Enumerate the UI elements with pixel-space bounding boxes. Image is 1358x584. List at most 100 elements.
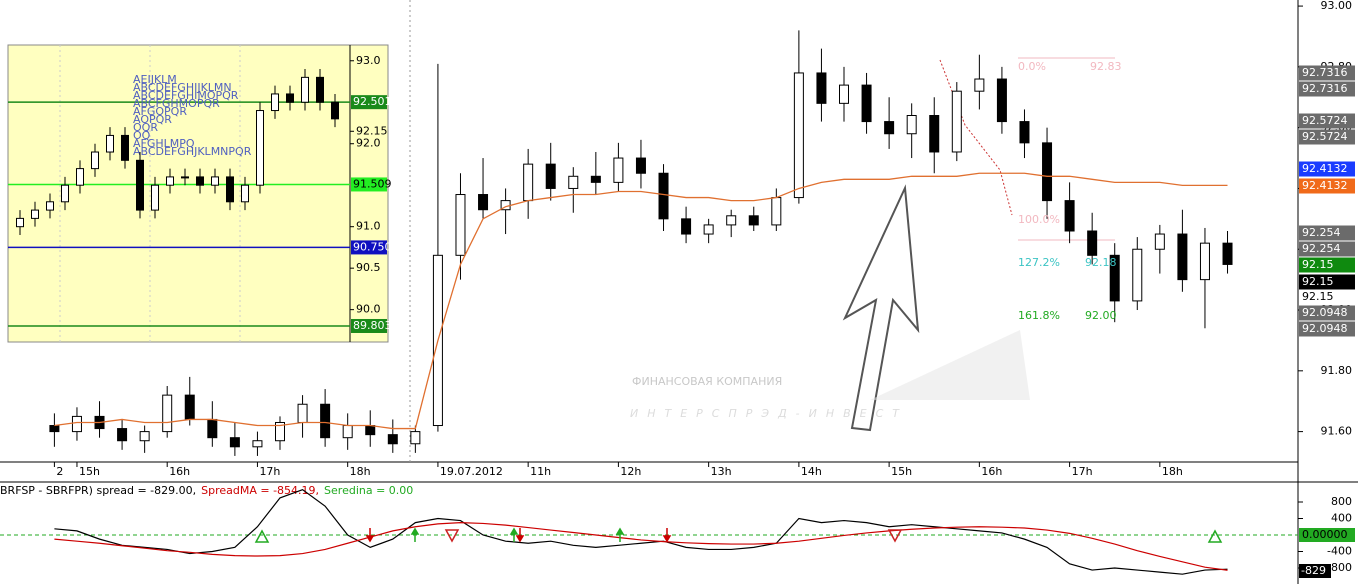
candle-body (31, 209, 39, 219)
price-badge-label: 92.4132 (1302, 179, 1348, 192)
price-badge-label: 92.254 (1302, 242, 1341, 255)
pointer-arrow (842, 184, 920, 432)
level-label: 0.00000 (1302, 528, 1348, 541)
candle-body (387, 434, 398, 445)
candle-body (301, 76, 309, 103)
candle-body (91, 151, 99, 170)
x-tick-label: 14h (801, 465, 822, 478)
candle-body (241, 184, 249, 203)
inset-y-tick-label: 90.5 (356, 261, 381, 274)
candle-body (1199, 242, 1210, 281)
inset-y-tick-label: 90.0 (356, 303, 381, 316)
indicator-legend: BRFSP - SBRFPR) spread = -829.00, (0, 484, 196, 497)
price-badge-label: 92.15 (1302, 258, 1334, 271)
inset-y-tick-label: 93.0 (356, 54, 381, 67)
candle-body (151, 184, 159, 211)
candle-body (196, 176, 204, 186)
candle-body (121, 134, 129, 161)
x-tick-label: 17h (1072, 465, 1093, 478)
x-tick-label: 18h (350, 465, 371, 478)
candle-body (46, 201, 54, 211)
inset-level-label: 90.750 (353, 240, 392, 253)
x-tick-label: 15h (891, 465, 912, 478)
candle-body (331, 101, 339, 120)
inset-level-badge (351, 240, 387, 255)
candle-body (275, 421, 285, 442)
price-badge-label: 92.7316 (1302, 82, 1348, 95)
candle-body (478, 194, 489, 211)
candle-body (884, 121, 895, 135)
candle-body (229, 437, 240, 448)
price-badge (1299, 321, 1355, 337)
indicator-line (54, 488, 1228, 575)
signal-arrow (515, 528, 525, 543)
candle-body (1109, 254, 1120, 302)
candle-body (568, 175, 579, 189)
indicator-y-tick-label: 400 (1331, 512, 1352, 525)
candle-body (211, 176, 219, 186)
candle-body (929, 115, 940, 153)
candle-body (166, 176, 174, 186)
signal-arrow (509, 527, 519, 542)
candle-body (71, 415, 82, 433)
candle-body (816, 72, 827, 104)
fib-label: 100.0% (1018, 213, 1060, 226)
candle-body (974, 78, 985, 92)
candle-body (590, 175, 601, 183)
candle-body (839, 84, 849, 104)
candle-body (365, 425, 376, 436)
price-badge-label: 92.15 (1302, 275, 1334, 288)
price-badge-label: 92.5724 (1302, 114, 1348, 127)
x-tick-label: 18h (1162, 465, 1183, 478)
candle-body (342, 425, 353, 439)
x-tick-label: 2 (56, 465, 63, 478)
candle-body (726, 215, 737, 226)
signal-arrow (365, 528, 375, 543)
candle-body (1222, 242, 1233, 265)
x-tick-label: 12h (620, 465, 641, 478)
candle-body (681, 218, 692, 235)
fib-label: 0.0% (1018, 60, 1046, 73)
candle-body (996, 78, 1007, 123)
price-badge-label: 92.254 (1302, 226, 1341, 239)
inset-level-badge (351, 95, 387, 110)
fib-label: 127.2% (1018, 256, 1060, 269)
price-badge-label: 92.15 (1302, 290, 1334, 303)
candle-body (184, 394, 195, 420)
tpo-label: ABCDEFGHIJKLMN (133, 81, 232, 94)
x-tick-label: 13h (711, 465, 732, 478)
candle-body (181, 176, 189, 179)
candle-body (703, 224, 714, 235)
candle-body (771, 197, 782, 226)
x-tick-label: 15h (79, 465, 100, 478)
signal-arrow (615, 527, 625, 542)
price-badge (1299, 305, 1355, 321)
tpo-label: OQR (133, 121, 158, 134)
inset-y-tick-label: 91.0 (356, 220, 381, 233)
candle-body (286, 93, 294, 103)
inset-level-label: 91.509 (353, 177, 392, 190)
candle-body (545, 163, 556, 189)
candle-body (658, 172, 669, 220)
candle-body (139, 431, 150, 442)
x-tick-label: 19.07.2012 (440, 465, 503, 478)
candle-body (906, 115, 917, 135)
candle-body (613, 157, 624, 183)
price-badge-label: 92.7316 (1302, 66, 1348, 79)
candle-body (117, 428, 128, 442)
price-badge (1299, 257, 1355, 273)
y-tick-label: 93.00 (1321, 0, 1353, 12)
candle-body (226, 176, 234, 203)
x-tick-label: 17h (259, 465, 280, 478)
fib-label: 92.83 (1090, 60, 1122, 73)
candle-body (297, 403, 308, 423)
inset-y-tick-label: 92.15 (356, 124, 388, 137)
price-badge-label: 92.4132 (1302, 162, 1348, 175)
candle-body (271, 93, 279, 112)
candle-body (49, 425, 60, 433)
price-badge-label: 92.0948 (1302, 306, 1348, 319)
candle-body (861, 84, 872, 123)
candle-body (635, 157, 646, 174)
